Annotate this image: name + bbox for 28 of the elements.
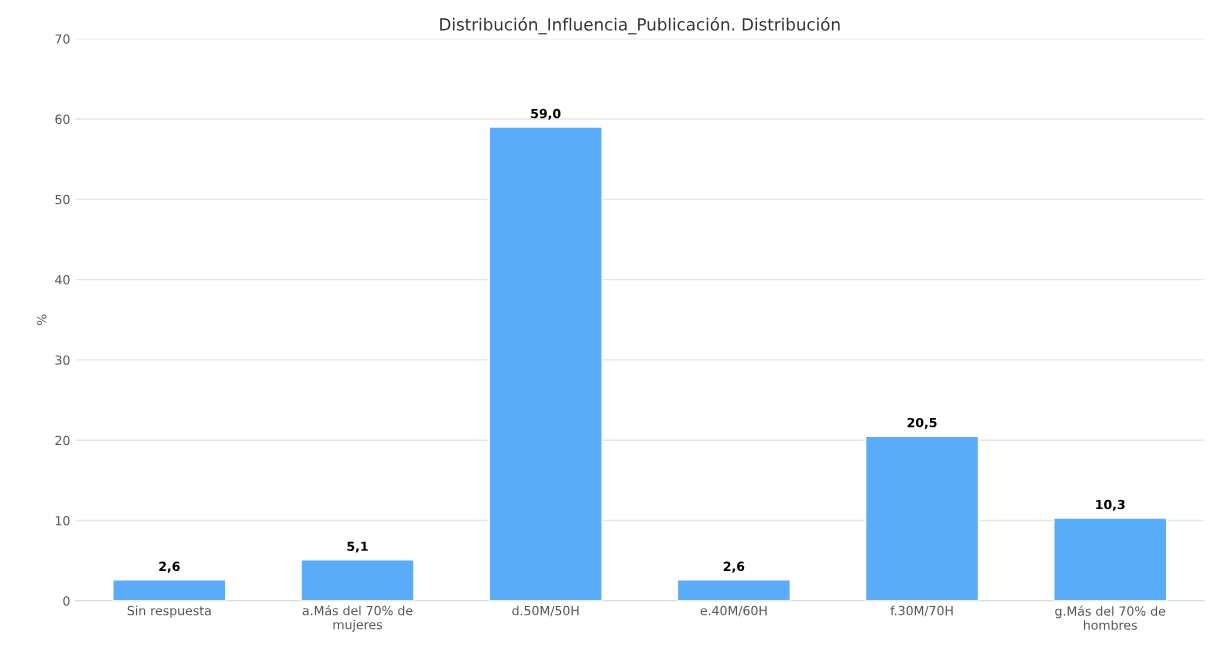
x-tick-label: Sin respuesta	[127, 605, 211, 618]
bar	[1053, 517, 1168, 601]
x-tick-label: e.40M/60H	[700, 605, 767, 617]
chart-title: Distribución_Influencia_Publicación. Distribución	[440, 17, 840, 35]
y-tick-label: 30	[55, 355, 70, 365]
bar	[864, 435, 980, 601]
x-tick-label: d.50M/50H	[512, 605, 579, 617]
x-tick-label: f.30M/70H	[890, 605, 953, 617]
y-tick-label: 60	[55, 114, 70, 124]
bar	[676, 579, 792, 601]
data-label: 5,1	[347, 541, 368, 553]
bar	[488, 126, 603, 601]
y-axis-title: %	[37, 314, 47, 326]
x-tick-label: a.Más del 70% de mujeres	[302, 605, 413, 632]
y-tick-label: 50	[55, 194, 70, 205]
data-label: 59,0	[531, 108, 561, 120]
y-tick-label: 10	[55, 515, 70, 526]
y-tick-label: 70	[55, 34, 70, 44]
y-tick-label: 0	[63, 596, 70, 606]
data-label: 10,3	[1096, 499, 1125, 511]
x-tick-label: g.Más del 70% de hombres	[1055, 605, 1166, 630]
y-tick-label: 40	[55, 275, 70, 285]
y-tick-label: 20	[55, 435, 70, 446]
data-label: 2,6	[159, 561, 180, 573]
bar	[112, 579, 227, 601]
data-label: 20,5	[907, 417, 937, 429]
data-label: 2,6	[723, 561, 745, 573]
bar	[300, 559, 415, 601]
